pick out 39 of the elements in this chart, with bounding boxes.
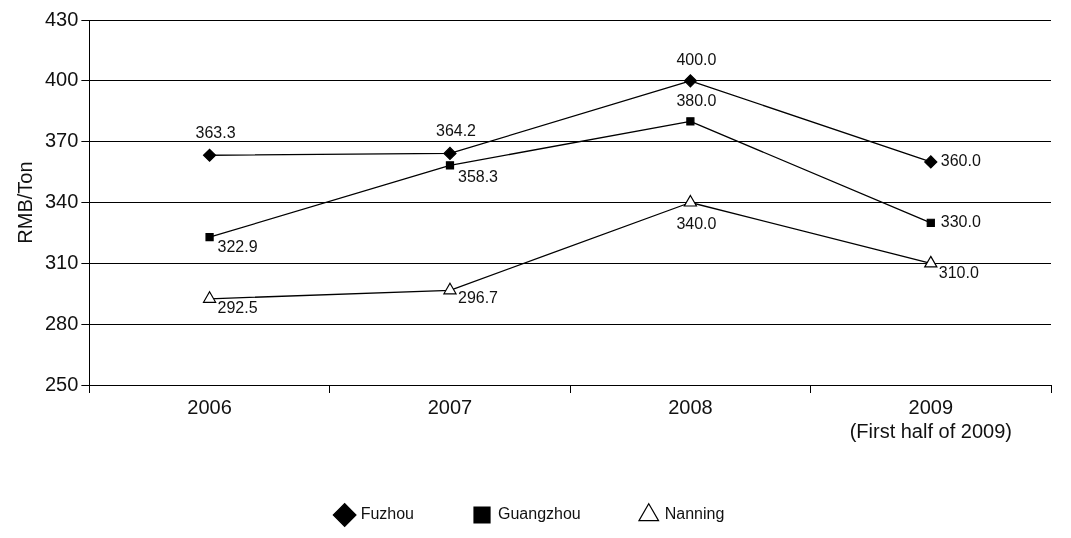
data-label: 322.9 — [217, 237, 258, 255]
y-tick-label: 250 — [44, 372, 79, 395]
y-tick-label: 430 — [44, 7, 79, 30]
point — [683, 194, 698, 207]
point — [926, 218, 935, 227]
legend-label: Nanning — [664, 505, 725, 523]
data-label: 292.5 — [217, 299, 258, 317]
point — [205, 233, 214, 242]
data-label: 360.0 — [940, 152, 981, 170]
y-tick-label: 400 — [44, 68, 79, 91]
data-label: 358.3 — [457, 167, 499, 185]
data-label: 363.3 — [195, 123, 236, 141]
x-tick-label: 2006 — [187, 395, 232, 418]
data-label: 380.0 — [676, 91, 717, 109]
y-tick-label: 310 — [44, 250, 79, 273]
point — [924, 155, 938, 169]
data-label: 330.0 — [940, 213, 981, 231]
data-label: 310.0 — [938, 263, 979, 281]
y-tick-label: 370 — [44, 129, 79, 152]
x-tick-label: 2007 — [427, 395, 473, 418]
x-tick-label: 2009 (First half of 2009) — [849, 395, 1012, 442]
point — [202, 148, 217, 162]
y-tick-label: 340 — [44, 190, 79, 213]
data-label: 340.0 — [676, 214, 717, 232]
legend-label: Fuzhou — [360, 505, 415, 523]
point — [443, 282, 457, 295]
point — [924, 255, 938, 268]
data-label: 296.7 — [457, 288, 499, 306]
point — [443, 146, 457, 161]
point — [202, 291, 217, 303]
point — [445, 161, 455, 170]
legend-label: Guangzhou — [498, 505, 581, 523]
x-tick-label: 2008 — [668, 395, 713, 418]
point — [683, 74, 697, 88]
data-label: 364.2 — [435, 121, 477, 139]
data-label: 400.0 — [676, 51, 717, 69]
point — [686, 117, 695, 126]
y-axis-title: RMB/Ton — [13, 161, 36, 244]
y-tick-label: 280 — [44, 311, 79, 334]
